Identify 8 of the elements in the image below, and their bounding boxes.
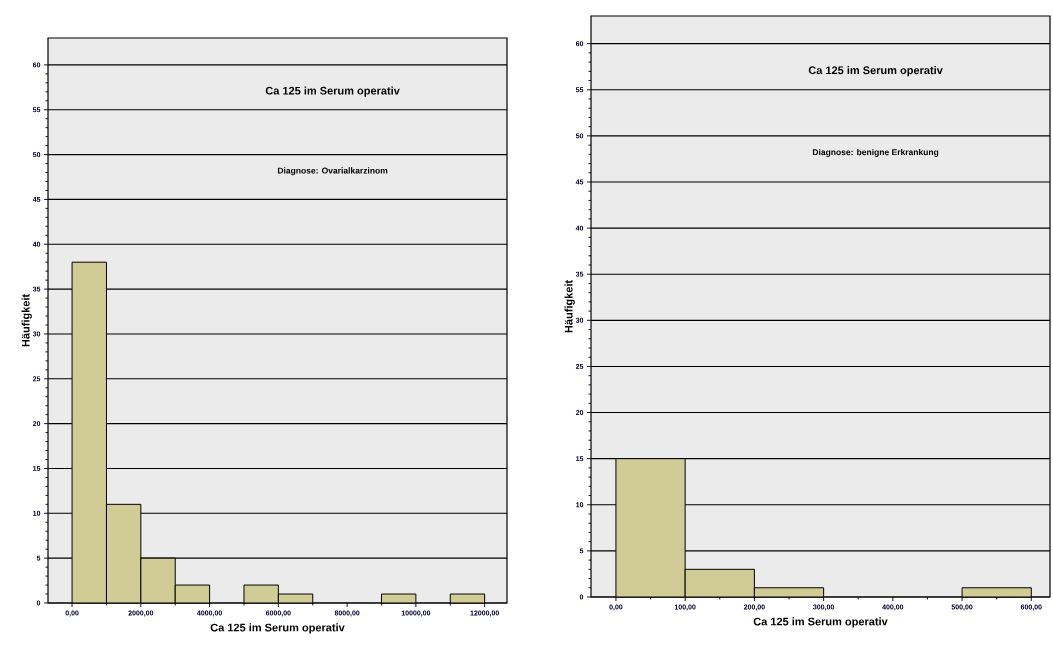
x-axis-title: Ca 125 im Serum operativ xyxy=(210,623,345,634)
x-axis-title: Ca 125 im Serum operativ xyxy=(753,617,888,628)
y-axis-title: Häufigkeit xyxy=(564,280,575,333)
y-axis-title: Häufigkeit xyxy=(21,294,32,347)
text: Diagnose: Ovarialkarzinom xyxy=(277,167,388,176)
text: Ca 125 im Serum operativ xyxy=(265,86,400,97)
text: Diagnose: benigne Erkrankung xyxy=(812,148,939,157)
text: Ca 125 im Serum operativ xyxy=(808,66,943,77)
